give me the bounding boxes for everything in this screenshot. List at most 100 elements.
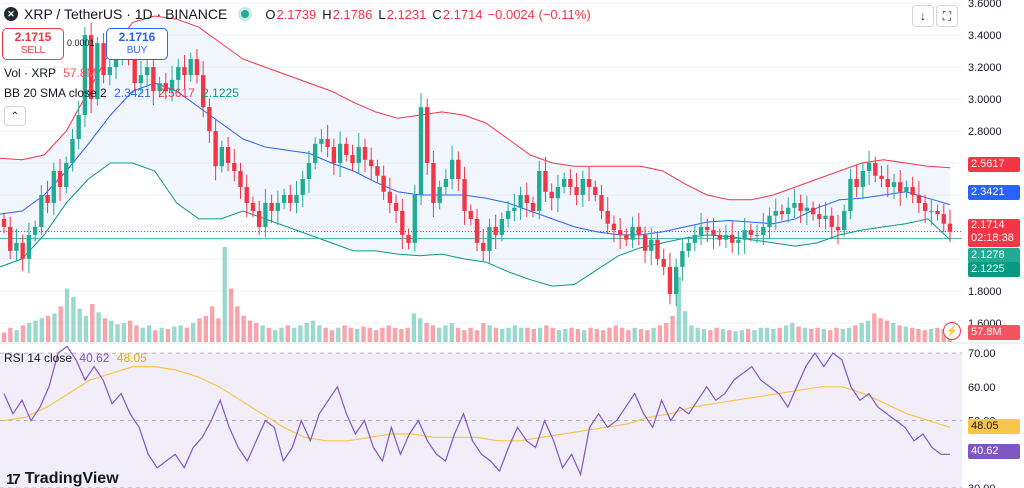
tradingview-logo[interactable]: 17 TradingView	[6, 470, 119, 488]
bollinger-legend[interactable]: BB 20 SMA close 2 2.3421 2.5617 2.1225	[4, 86, 239, 100]
volume-bar	[134, 325, 139, 342]
lightning-icon[interactable]: ⚡	[943, 322, 961, 340]
volume-bar	[872, 313, 877, 342]
volume-bar	[285, 325, 290, 342]
volume-bar	[386, 325, 391, 342]
candle-body	[580, 178, 585, 195]
volume-price-label: 57.8M	[968, 325, 1020, 340]
price-tick-label: 1.8000	[968, 286, 1002, 298]
rsi-legend-name: RSI 14 close	[4, 351, 73, 365]
volume-bar	[27, 323, 32, 342]
low-value: 2.1231	[386, 6, 427, 22]
volume-bar	[903, 326, 909, 342]
candle-body	[729, 234, 735, 243]
last-price-value: 2.1714	[971, 219, 1005, 231]
candle-body	[151, 67, 156, 92]
candle-body	[717, 234, 722, 240]
price-tick-label: 3.6000	[968, 0, 1002, 10]
volume-bar	[235, 306, 240, 342]
candle-body	[711, 230, 716, 235]
volume-bar	[758, 327, 763, 342]
candle-body	[281, 194, 287, 203]
candle-body	[369, 159, 374, 167]
change-value: −0.0024 (−0.11%)	[487, 6, 591, 22]
volume-bar	[632, 327, 637, 342]
volume-bar	[550, 327, 555, 342]
candle-body	[792, 202, 797, 208]
candle-body	[698, 226, 704, 235]
candle-body	[922, 202, 928, 211]
rsi-ma-price-label: 48.05	[968, 419, 1020, 434]
lower-level-price-label: 2.1278	[968, 248, 1020, 263]
close-value: 2.1714	[442, 6, 483, 22]
volume-bar	[1, 332, 7, 342]
buy-label: BUY	[126, 45, 148, 56]
candle-body	[294, 194, 299, 203]
volume-bar	[317, 325, 322, 342]
candle-body	[95, 43, 100, 100]
candle-body	[692, 234, 698, 243]
candle-body	[375, 166, 380, 176]
volume-bar	[563, 328, 568, 342]
volume-bar	[739, 330, 745, 342]
volume-bar	[191, 323, 196, 342]
volume-bar	[323, 327, 328, 342]
candle-body	[269, 202, 274, 211]
xrp-logo-icon: ✕	[4, 7, 18, 21]
volume-bar	[209, 306, 215, 342]
volume-bar	[670, 315, 675, 342]
volume-bar	[279, 327, 284, 342]
candle-body	[530, 202, 536, 211]
bollinger-upper-line	[0, 15, 951, 201]
rsi-legend[interactable]: RSI 14 close 40.62 48.05	[4, 351, 147, 365]
volume-bar	[575, 328, 581, 342]
download-button[interactable]: ↓	[912, 5, 934, 27]
volume-bar	[216, 318, 221, 342]
sell-label: SELL	[20, 45, 46, 56]
volume-legend[interactable]: Vol · XRP 57.8M	[4, 66, 97, 80]
volume-bar	[600, 330, 606, 342]
candle-body	[200, 75, 206, 108]
candle-body	[232, 163, 237, 171]
candle-body	[493, 226, 498, 235]
candle-body	[624, 234, 629, 240]
sell-button[interactable]: 2.1715 SELL	[2, 28, 64, 60]
volume-bar	[714, 327, 719, 342]
volume-bar	[777, 327, 782, 342]
collapse-legend-button[interactable]: ⌃	[4, 106, 26, 126]
candle-body	[593, 186, 598, 195]
fullscreen-button[interactable]: ⛶	[936, 5, 958, 27]
volume-bar	[645, 330, 650, 342]
volume-bar	[33, 320, 38, 342]
volume-bar	[367, 327, 372, 342]
candle-body	[244, 186, 249, 203]
volume-bar	[222, 247, 227, 342]
volume-bar	[815, 327, 820, 342]
candle-body	[219, 147, 225, 167]
candle-body	[313, 143, 318, 164]
candle-body	[275, 202, 281, 211]
candle-body	[636, 226, 641, 235]
candle-body	[163, 83, 168, 92]
volume-bar	[20, 325, 26, 342]
volume-bar	[525, 327, 530, 342]
symbol-title[interactable]: XRP / TetherUS · 1D · BINANCE	[24, 6, 228, 22]
candle-body	[667, 266, 673, 295]
volume-bar	[310, 320, 316, 342]
candle-body	[412, 194, 417, 243]
buy-button[interactable]: 2.1716 BUY	[106, 28, 168, 60]
candle-body	[362, 147, 368, 160]
candle-body	[910, 186, 915, 195]
candle-body	[860, 171, 866, 187]
candle-body	[505, 210, 511, 219]
volume-bar	[613, 325, 618, 342]
candle-body	[686, 242, 691, 251]
volume-bar	[172, 326, 177, 342]
volume-bar	[878, 318, 883, 342]
bollinger-band-fill	[0, 16, 950, 287]
candle-body	[381, 175, 386, 192]
volume-bar	[424, 323, 429, 342]
candle-body	[393, 202, 399, 211]
candle-body	[761, 226, 766, 235]
